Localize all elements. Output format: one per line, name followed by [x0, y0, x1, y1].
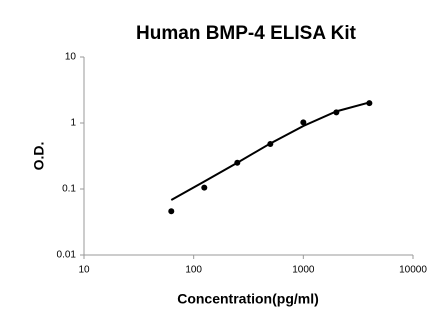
y-tick-label: 0.01: [57, 250, 77, 261]
y-axis-label: O.D.: [31, 142, 47, 171]
data-point: [300, 119, 307, 126]
data-point: [201, 184, 208, 191]
x-tick-label: 10000: [399, 265, 427, 276]
y-tick-label: 10: [65, 52, 77, 63]
x-tick-label: 10: [78, 265, 90, 276]
x-tick-label: 100: [185, 265, 202, 276]
x-axis-label: Concentration(pg/ml): [177, 291, 319, 307]
fit-curve: [170, 101, 370, 201]
x-tick-label: 1000: [292, 265, 315, 276]
y-tick-label: 0.1: [62, 184, 76, 195]
y-tick-label: 1: [70, 118, 76, 129]
chart-title: Human BMP-4 ELISA Kit: [136, 23, 357, 44]
data-point: [168, 208, 175, 215]
